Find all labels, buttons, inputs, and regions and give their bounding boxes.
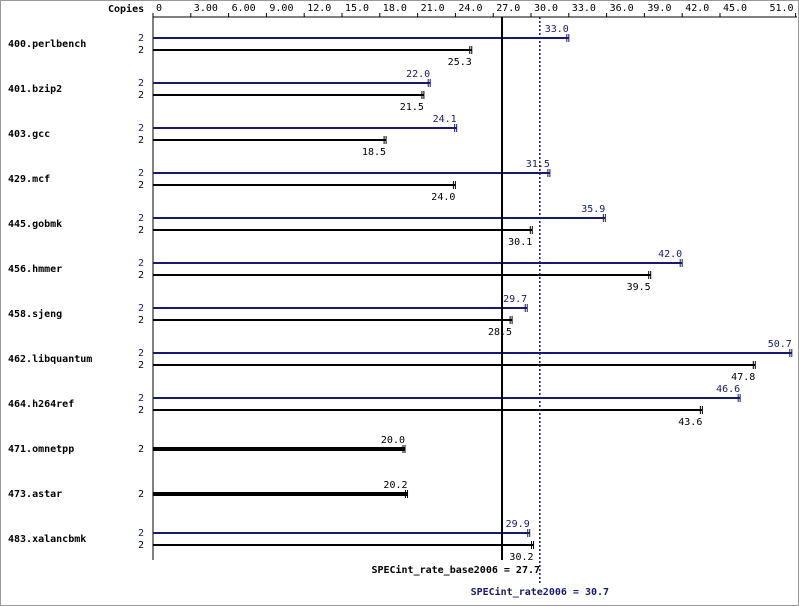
value-label: 29.7 bbox=[503, 294, 527, 305]
benchmark-label: 483.xalancbmk bbox=[8, 534, 86, 545]
copies-label: 2 bbox=[138, 315, 144, 326]
benchmark-label: 462.libquantum bbox=[8, 353, 92, 365]
value-label: 20.0 bbox=[381, 435, 405, 446]
x-tick-label: 9.00 bbox=[269, 3, 293, 14]
value-label: 35.9 bbox=[581, 204, 605, 215]
x-tick-label: 39.0 bbox=[647, 3, 671, 14]
benchmark-label: 400.perlbench bbox=[8, 39, 86, 50]
benchmark-label: 471.omnetpp bbox=[8, 444, 74, 455]
x-tick-label: 0 bbox=[156, 3, 162, 14]
value-label: 22.0 bbox=[406, 69, 430, 80]
value-label: 31.5 bbox=[526, 159, 550, 170]
value-label: 24.1 bbox=[433, 114, 457, 125]
copies-label: 2 bbox=[138, 33, 144, 44]
benchmark-label: 403.gcc bbox=[8, 129, 50, 140]
copies-label: 2 bbox=[138, 270, 144, 281]
x-tick-label: 24.0 bbox=[458, 3, 482, 14]
benchmark-label: 401.bzip2 bbox=[8, 83, 62, 95]
copies-label: 2 bbox=[138, 213, 144, 224]
copies-label: 2 bbox=[138, 78, 144, 89]
benchmark-label: 429.mcf bbox=[8, 174, 50, 185]
copies-label: 2 bbox=[138, 405, 144, 416]
value-label: 43.6 bbox=[678, 417, 702, 428]
x-tick-label: 30.0 bbox=[534, 3, 558, 14]
value-label: 28.5 bbox=[488, 327, 512, 338]
copies-label: 2 bbox=[138, 258, 144, 269]
reference-label: SPECint_rate_base2006 = 27.7 bbox=[371, 564, 540, 576]
value-label: 47.8 bbox=[731, 372, 755, 383]
x-tick-label: 36.0 bbox=[610, 3, 634, 14]
copies-label: 2 bbox=[138, 168, 144, 179]
x-tick-label: 27.0 bbox=[496, 3, 520, 14]
x-tick-label: 45.0 bbox=[723, 3, 747, 14]
copies-label: 2 bbox=[138, 489, 144, 500]
value-label: 33.0 bbox=[545, 24, 569, 35]
value-label: 24.0 bbox=[431, 192, 455, 203]
x-tick-label: 18.0 bbox=[383, 3, 407, 14]
copies-label: 2 bbox=[138, 303, 144, 314]
x-tick-label: 21.0 bbox=[421, 3, 445, 14]
benchmark-label: 458.sjeng bbox=[8, 308, 62, 320]
copies-label: 2 bbox=[138, 45, 144, 56]
benchmark-label: 456.hmmer bbox=[8, 264, 62, 275]
reference-label: SPECint_rate2006 = 30.7 bbox=[471, 586, 609, 598]
copies-label: 2 bbox=[138, 135, 144, 146]
copies-label: 2 bbox=[138, 123, 144, 134]
copies-label: 2 bbox=[138, 528, 144, 539]
copies-label: 2 bbox=[138, 90, 144, 101]
value-label: 20.2 bbox=[383, 480, 407, 491]
benchmark-label: 445.gobmk bbox=[8, 219, 62, 230]
value-label: 25.3 bbox=[448, 57, 472, 68]
value-label: 18.5 bbox=[362, 147, 386, 158]
axis-title: Copies bbox=[108, 3, 144, 15]
value-label: 50.7 bbox=[768, 339, 792, 350]
value-label: 39.5 bbox=[627, 282, 651, 293]
value-label: 30.2 bbox=[509, 552, 533, 563]
x-tick-label: 33.0 bbox=[572, 3, 596, 14]
value-label: 46.6 bbox=[716, 384, 740, 395]
copies-label: 2 bbox=[138, 348, 144, 359]
value-label: 29.9 bbox=[506, 519, 530, 530]
x-tick-label: 15.0 bbox=[345, 3, 369, 14]
x-tick-label: 42.0 bbox=[685, 3, 709, 14]
benchmark-label: 464.h264ref bbox=[8, 399, 74, 410]
copies-label: 2 bbox=[138, 393, 144, 404]
copies-label: 2 bbox=[138, 225, 144, 236]
copies-label: 2 bbox=[138, 540, 144, 551]
x-tick-label: 3.00 bbox=[194, 3, 218, 14]
value-label: 42.0 bbox=[658, 249, 682, 260]
copies-label: 2 bbox=[138, 444, 144, 455]
value-label: 30.1 bbox=[508, 237, 532, 248]
x-tick-label: 51.0 bbox=[770, 3, 794, 14]
copies-label: 2 bbox=[138, 360, 144, 371]
copies-label: 2 bbox=[138, 180, 144, 191]
x-tick-label: 6.00 bbox=[232, 3, 256, 14]
benchmark-label: 473.astar bbox=[8, 489, 62, 500]
value-label: 21.5 bbox=[400, 102, 424, 113]
x-tick-label: 12.0 bbox=[307, 3, 331, 14]
